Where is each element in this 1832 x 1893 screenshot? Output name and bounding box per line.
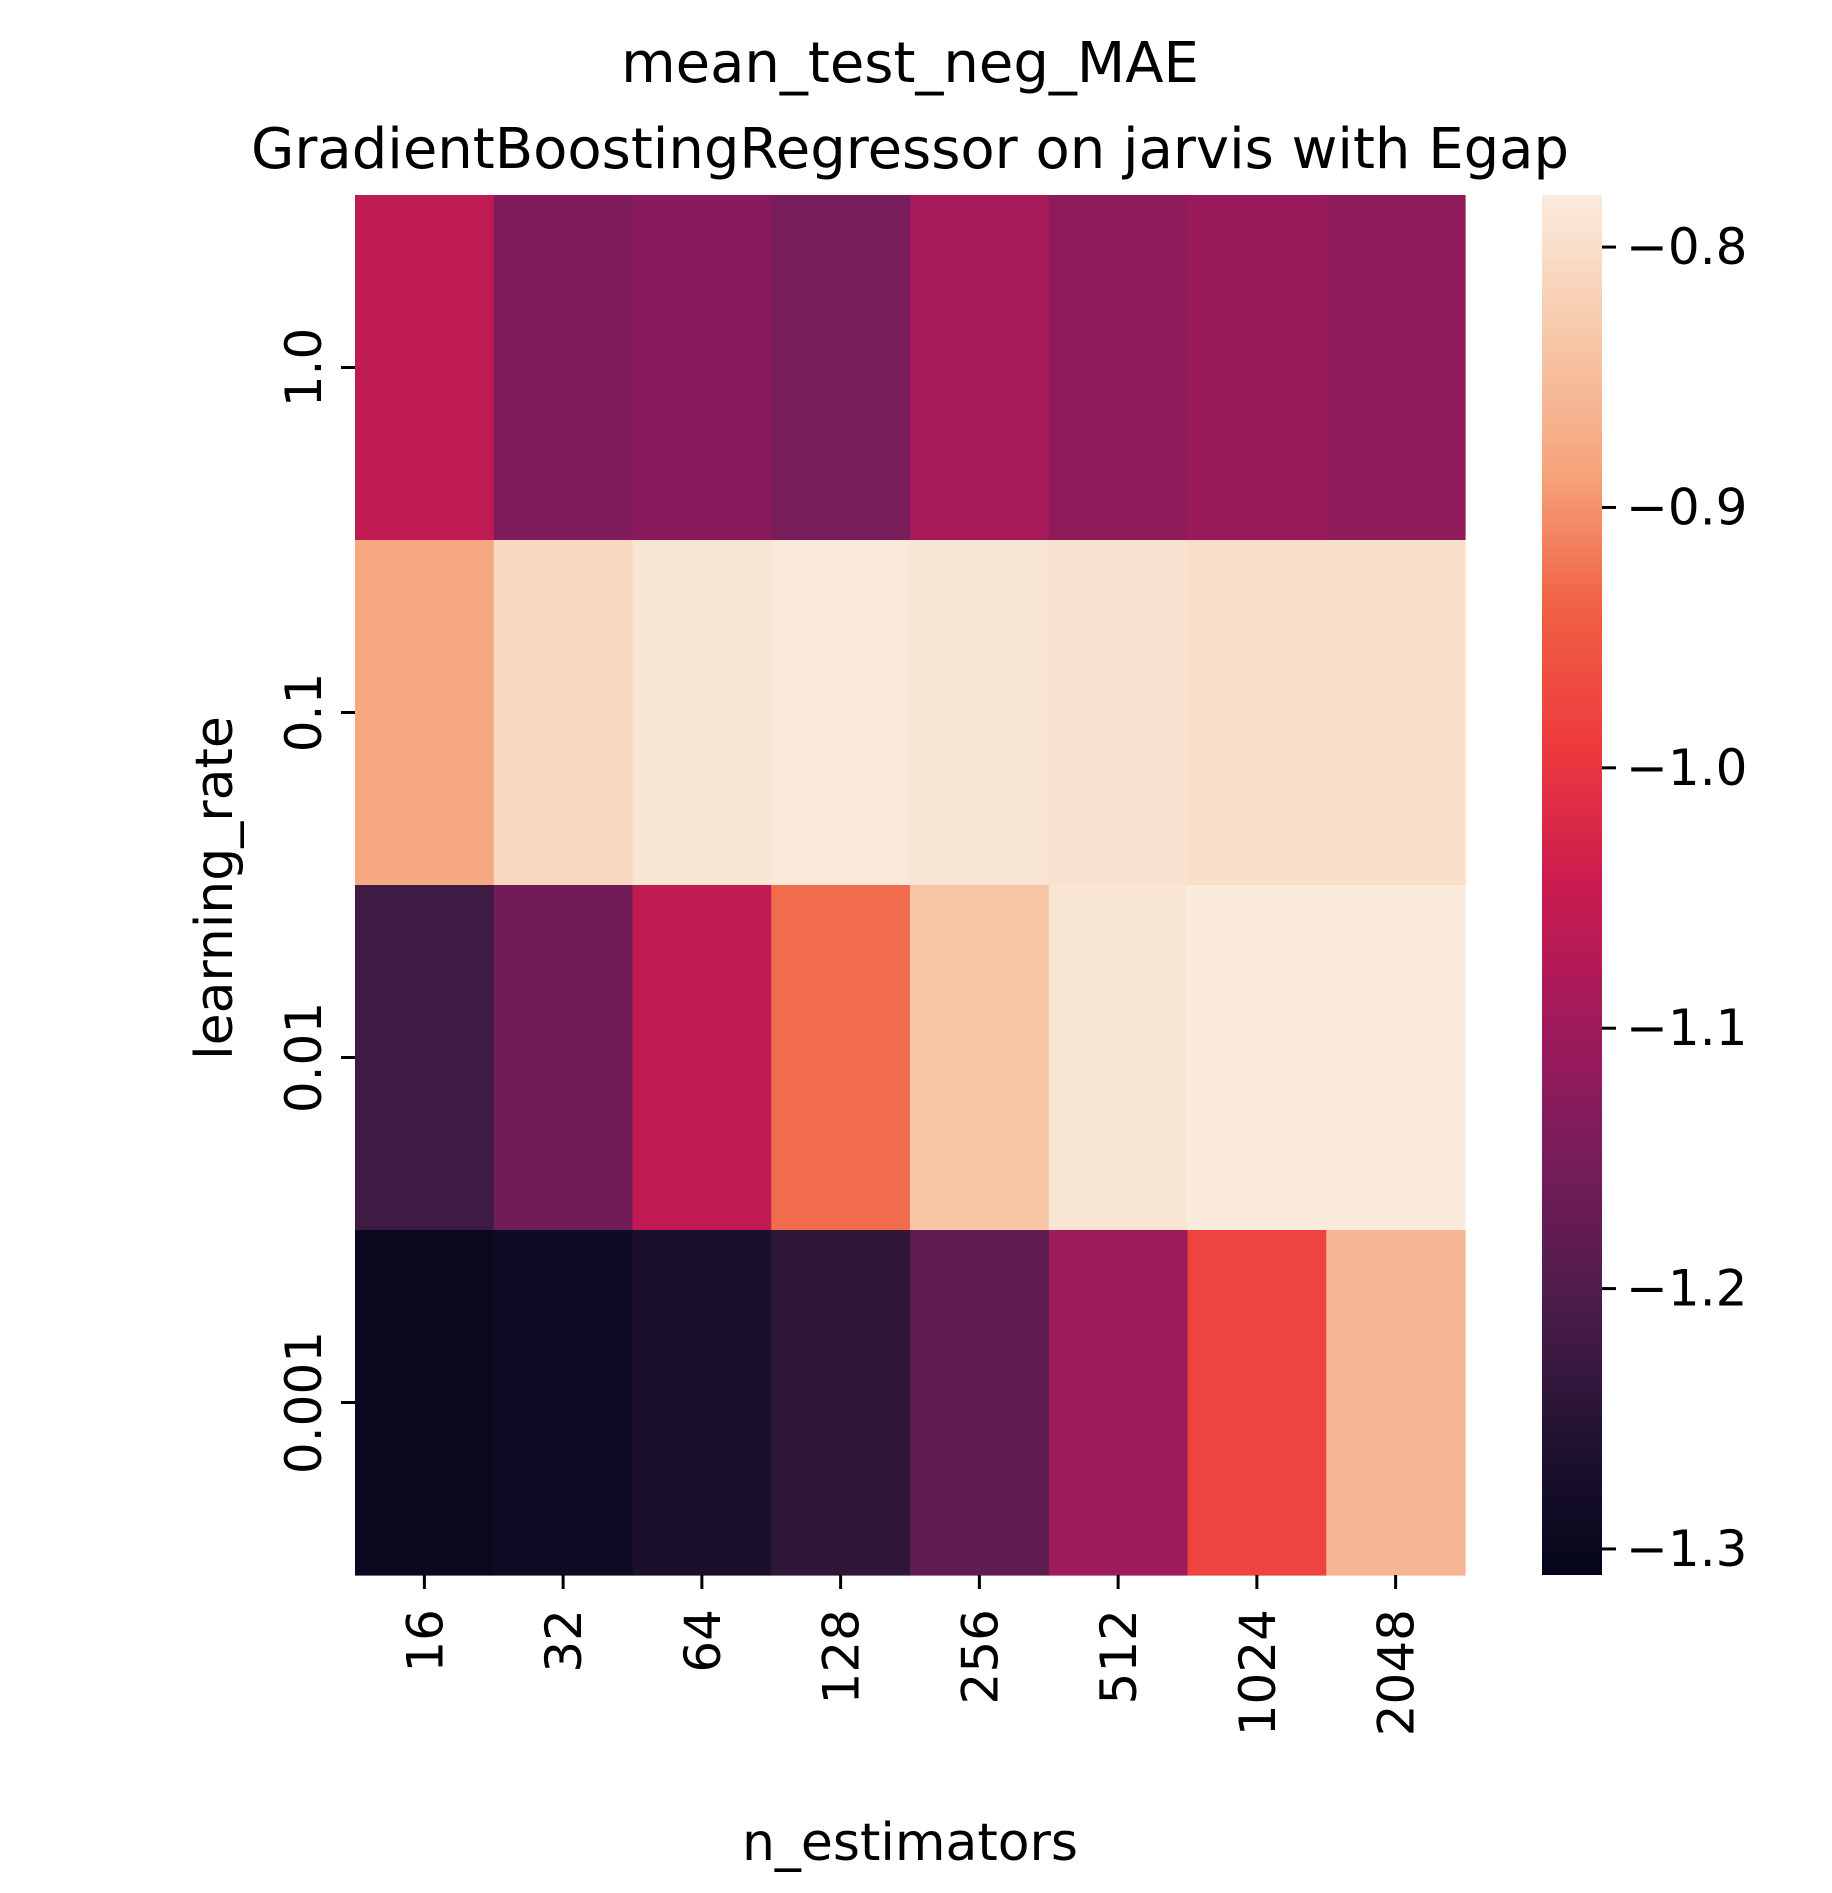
heatmap-cell (1326, 885, 1466, 1231)
y-tick-label: 0.01 (275, 1002, 333, 1113)
heatmap-cell (910, 195, 1050, 541)
x-tick-label: 2048 (1368, 1609, 1426, 1736)
heatmap-cell (1326, 540, 1466, 886)
y-axis-label: learning_rate (185, 716, 245, 1060)
heatmap-cell (1048, 1230, 1189, 1576)
x-tick-label: 32 (535, 1609, 593, 1673)
colorbar-tick-label: −1.2 (1626, 1260, 1747, 1318)
x-tick-label: 16 (396, 1609, 454, 1673)
heatmap-cell (355, 885, 495, 1231)
colorbar-tick-label: −1.3 (1626, 1520, 1747, 1578)
heatmap-cell (910, 1230, 1050, 1576)
x-tick-label: 128 (813, 1609, 871, 1704)
heatmap-cell (1326, 1230, 1466, 1576)
heatmap-cell (910, 540, 1050, 886)
heatmap-cell (1048, 195, 1189, 541)
y-tick-label: 0.001 (275, 1331, 333, 1474)
y-tick-label: 1.0 (275, 328, 333, 408)
heatmap-cell (1187, 540, 1327, 886)
x-tick-label: 512 (1090, 1609, 1148, 1704)
heatmap-cell (355, 540, 495, 886)
heatmap-cell (1187, 885, 1327, 1231)
colorbar-tick-label: −0.9 (1626, 478, 1747, 536)
heatmap-cell (493, 540, 634, 886)
colorbar (1542, 195, 1602, 1575)
y-tick-label: 0.1 (275, 673, 333, 753)
heatmap-cell (771, 885, 911, 1231)
colorbar-tick-label: −1.1 (1626, 999, 1747, 1057)
x-tick-label: 1024 (1229, 1609, 1287, 1736)
heatmap-cell (771, 540, 911, 886)
chart-title: mean_test_neg_MAE (621, 31, 1199, 96)
heatmap-cell (355, 195, 495, 541)
heatmap-cell (355, 1230, 495, 1576)
heatmap-cell (493, 1230, 634, 1576)
x-axis-label: n_estimators (742, 1813, 1078, 1873)
heatmap-cell (1187, 195, 1327, 541)
y-axis-ticks: 1.0 0.1 0.01 0.001 (275, 328, 355, 1474)
x-tick-label: 256 (951, 1609, 1009, 1704)
heatmap-cell (632, 540, 772, 886)
heatmap-cell (1048, 885, 1189, 1231)
heatmap-cell (632, 885, 772, 1231)
heatmap-cell (1048, 540, 1189, 886)
heatmap-cell (1326, 195, 1466, 541)
colorbar-ticks: −0.8 −0.9 −1.0 −1.1 −1.2 −1.3 (1602, 218, 1747, 1578)
x-axis-ticks: 16 32 64 128 256 512 1024 2048 (396, 1575, 1426, 1736)
heatmap-cell (632, 1230, 772, 1576)
colorbar-tick-label: −1.0 (1626, 739, 1747, 797)
heatmap-cells (355, 195, 1466, 1576)
chart-subtitle: GradientBoostingRegressor on jarvis with… (251, 117, 1569, 182)
heatmap-cell (632, 195, 772, 541)
heatmap-cell (771, 1230, 911, 1576)
heatmap-cell (910, 885, 1050, 1231)
heatmap-cell (493, 885, 634, 1231)
x-tick-label: 64 (674, 1609, 732, 1673)
heatmap-cell (1187, 1230, 1327, 1576)
colorbar-tick-label: −0.8 (1626, 218, 1747, 276)
heatmap-cell (493, 195, 634, 541)
heatmap-cell (771, 195, 911, 541)
